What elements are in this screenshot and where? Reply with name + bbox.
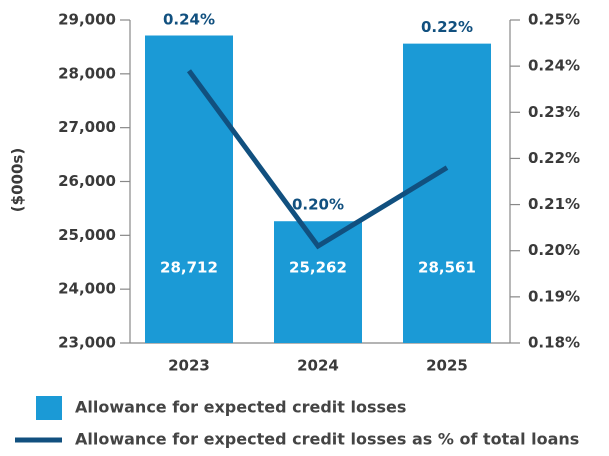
y-tick-label: 24,000 <box>58 280 116 298</box>
legend-label: Allowance for expected credit losses as … <box>75 430 579 449</box>
y-tick-label: 28,000 <box>58 64 116 82</box>
bar-value-label: 28,561 <box>418 259 476 277</box>
y2-tick-label: 0.22% <box>528 149 580 167</box>
line-value-label: 0.24% <box>163 11 215 29</box>
x-tick-label: 2024 <box>297 357 339 375</box>
bar <box>274 221 362 343</box>
y-tick-label: 26,000 <box>58 172 116 190</box>
y-tick-label: 25,000 <box>58 226 116 244</box>
y-tick-label: 23,000 <box>58 334 116 352</box>
y2-tick-label: 0.19% <box>528 287 580 305</box>
line-value-label: 0.22% <box>421 18 473 36</box>
x-tick-label: 2025 <box>426 357 468 375</box>
x-tick-label: 2023 <box>168 357 210 375</box>
y2-tick-label: 0.18% <box>528 334 580 352</box>
y2-tick-label: 0.23% <box>528 103 580 121</box>
y2-tick-label: 0.25% <box>528 11 580 29</box>
y2-tick-label: 0.21% <box>528 195 580 213</box>
y2-tick-label: 0.20% <box>528 241 580 259</box>
bar <box>403 43 491 343</box>
line-value-label: 0.20% <box>292 196 344 214</box>
y-tick-label: 27,000 <box>58 118 116 136</box>
y-axis-label: ($000s) <box>9 148 27 212</box>
y2-tick-label: 0.24% <box>528 57 580 75</box>
bar-value-label: 28,712 <box>160 259 218 277</box>
bar-value-label: 25,262 <box>289 259 347 277</box>
line <box>186 69 449 250</box>
legend-label: Allowance for expected credit losses <box>75 398 406 417</box>
legend-swatch <box>36 396 62 420</box>
y-tick-label: 29,000 <box>58 11 116 29</box>
bar <box>145 35 233 344</box>
